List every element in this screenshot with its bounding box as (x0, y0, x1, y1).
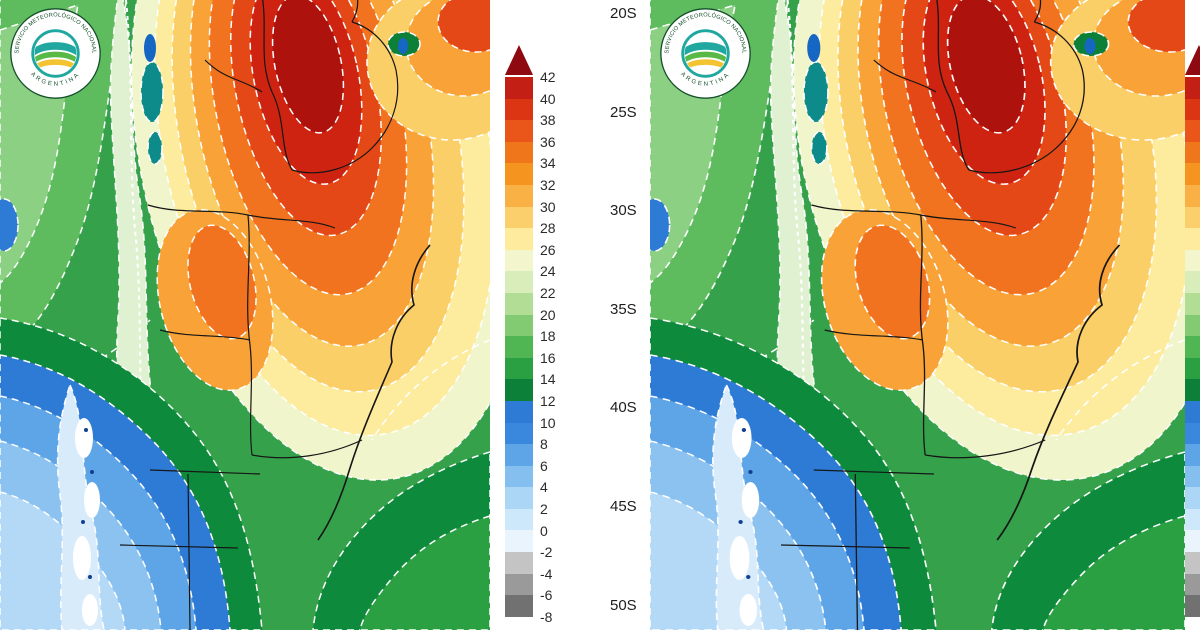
color-scale-cell (505, 336, 533, 358)
color-scale-cell (1185, 379, 1200, 401)
color-scale-label: 38 (540, 112, 556, 129)
color-scale-label: 42 (540, 69, 556, 85)
color-scale-label: 26 (540, 241, 556, 258)
color-scale-cell (1185, 206, 1200, 229)
color-scale-cell (1185, 120, 1200, 142)
color-scale-label: 22 (540, 285, 556, 301)
color-scale-cell (1185, 98, 1200, 121)
color-scale (1185, 45, 1200, 617)
smn-logo (658, 6, 753, 101)
color-scale-label: 34 (540, 155, 556, 172)
color-scale-cell (505, 530, 533, 553)
color-scale-cell (505, 465, 533, 488)
color-scale-label: 0 (540, 522, 548, 539)
color-scale-cell (505, 249, 533, 272)
color-scale-cell (1185, 400, 1200, 423)
color-scale-cell (1185, 292, 1200, 315)
color-scale-cell (505, 573, 533, 596)
color-scale-label: 2 (540, 501, 548, 517)
map-panel-left (0, 0, 490, 630)
color-scale-cell (1185, 530, 1200, 553)
color-scale-cell (505, 292, 533, 315)
lat-label: 20S (610, 5, 637, 22)
color-scale-label: -2 (540, 544, 553, 561)
color-scale-cell (1185, 228, 1200, 250)
color-scale-cell (505, 357, 533, 380)
color-scale-cell (505, 271, 533, 293)
color-scale-cell (1185, 508, 1200, 531)
color-scale-cell (505, 163, 533, 185)
color-scale-cell (505, 487, 533, 509)
color-scale-cell (505, 228, 533, 250)
color-scale-cell (505, 98, 533, 121)
color-scale-cell (505, 120, 533, 142)
color-scale-cell (1185, 141, 1200, 164)
color-scale-cell (505, 206, 533, 229)
lat-axis: 20S 25S 30S 35S 40S 45S 50S (608, 0, 650, 630)
lat-label: 25S (610, 103, 637, 121)
color-scale-label: 40 (540, 90, 556, 107)
color-scale-cell (1185, 336, 1200, 358)
color-scale-label: 10 (540, 414, 556, 431)
color-scale-cell (505, 508, 533, 531)
color-scale-label: 12 (540, 393, 556, 409)
color-scale-cell (1185, 77, 1200, 99)
lat-label: 30S (610, 202, 637, 220)
color-scale-cell (1185, 444, 1200, 466)
color-scale-label: 4 (540, 479, 548, 496)
lat-label: 40S (610, 399, 637, 417)
lat-label: 45S (610, 498, 637, 515)
color-scale-cell (1185, 184, 1200, 207)
color-scale-cell (1185, 163, 1200, 185)
color-scale-label: 20 (540, 306, 556, 323)
color-scale-cell (505, 444, 533, 466)
color-scale-arrow-up (1185, 45, 1200, 75)
color-scale-cells (1185, 77, 1200, 617)
color-scale-label: 18 (540, 328, 556, 345)
color-scale-label: 28 (540, 220, 556, 237)
color-scale-cell (1185, 595, 1200, 617)
color-scale-cell (1185, 552, 1200, 574)
color-scale-cell (1185, 249, 1200, 272)
color-scale-arrow-up (505, 45, 533, 75)
color-scale-label: -6 (540, 587, 553, 604)
color-scale-label: 36 (540, 133, 556, 150)
color-scale-cells (505, 77, 533, 617)
color-scale-labels: 42 40 38 36 34 32 30 28 26 24 22 20 18 16 14 12 10 8 6 4 2 0-… (540, 69, 582, 637)
color-scale-cell (505, 552, 533, 574)
lat-label: 35S (610, 300, 637, 318)
color-scale-cell (505, 379, 533, 401)
color-scale-cell (1185, 487, 1200, 509)
color-scale-label: -4 (540, 565, 553, 582)
color-scale-label: 8 (540, 436, 548, 453)
map-panel-right (650, 0, 1185, 630)
color-scale-label: 30 (540, 198, 556, 215)
color-scale: 42 40 38 36 34 32 30 28 26 24 22 20 18 16 14 12 10 8 6 4 2 0-… (505, 45, 585, 625)
color-scale-label: 6 (540, 457, 548, 474)
color-scale-cell (505, 314, 533, 337)
color-scale-cell (505, 400, 533, 423)
color-scale-cell (505, 422, 533, 445)
color-scale-label: 32 (540, 177, 556, 193)
lat-label: 50S (610, 596, 637, 614)
color-scale-cell (1185, 573, 1200, 596)
color-scale-label: -8 (540, 609, 553, 625)
smn-logo (8, 6, 103, 101)
color-scale-cell (1185, 465, 1200, 488)
color-scale-cell (1185, 271, 1200, 293)
color-scale-cell (1185, 314, 1200, 337)
color-scale-label: 16 (540, 349, 556, 366)
color-scale-label: 24 (540, 263, 556, 280)
color-scale-cell (505, 141, 533, 164)
color-scale-cell (1185, 357, 1200, 380)
color-scale-label: 14 (540, 371, 556, 388)
color-scale-cell (505, 184, 533, 207)
color-scale-cell (505, 77, 533, 99)
color-scale-cell (505, 595, 533, 617)
color-scale-cell (1185, 422, 1200, 445)
